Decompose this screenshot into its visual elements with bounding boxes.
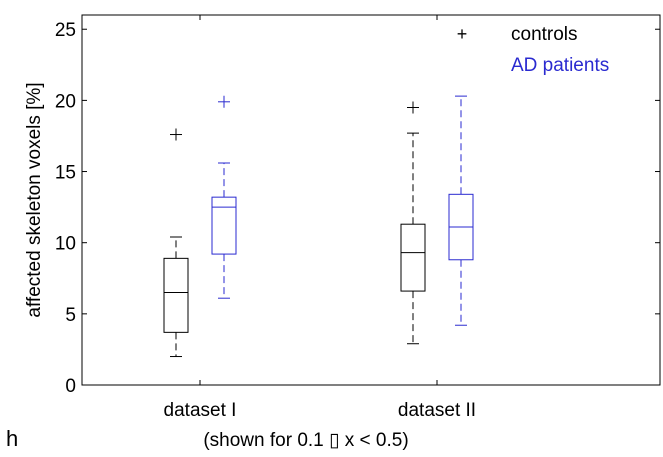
- legend-label-controls: controls: [511, 24, 578, 45]
- x-axis-label: (shown for 0.1 ▯ x < 0.5): [203, 430, 408, 451]
- x-tick-label-dataset-ii: dataset II: [398, 400, 476, 421]
- box-ad-patients-2: [448, 95, 474, 326]
- boxes: [163, 95, 474, 358]
- y-tick-label: 20: [55, 91, 76, 112]
- y-tick-label: 0: [65, 376, 76, 397]
- iqr-box: [400, 223, 426, 292]
- x-tick-label-dataset-i: dataset I: [164, 400, 237, 421]
- y-tick-label: 5: [65, 305, 76, 326]
- legend: + controls AD patients: [457, 24, 609, 76]
- y-tick-label: 15: [55, 163, 76, 184]
- y-tick-label: 10: [55, 234, 76, 255]
- box-controls-2: [400, 101, 426, 345]
- y-axis-ticks: 0 5 10 15 20 25: [55, 15, 660, 397]
- box-controls-1: [163, 128, 189, 358]
- y-tick-label: 25: [55, 20, 76, 41]
- plot-frame: [81, 14, 661, 386]
- y-axis-label: affected skeleton voxels [%]: [24, 82, 45, 317]
- legend-marker-controls: +: [457, 24, 468, 44]
- legend-label-ad-patients: AD patients: [511, 55, 609, 76]
- panel-label: h: [6, 426, 18, 451]
- iqr-box: [211, 196, 237, 255]
- iqr-box: [163, 257, 189, 333]
- box-ad-patients-1: [211, 95, 237, 299]
